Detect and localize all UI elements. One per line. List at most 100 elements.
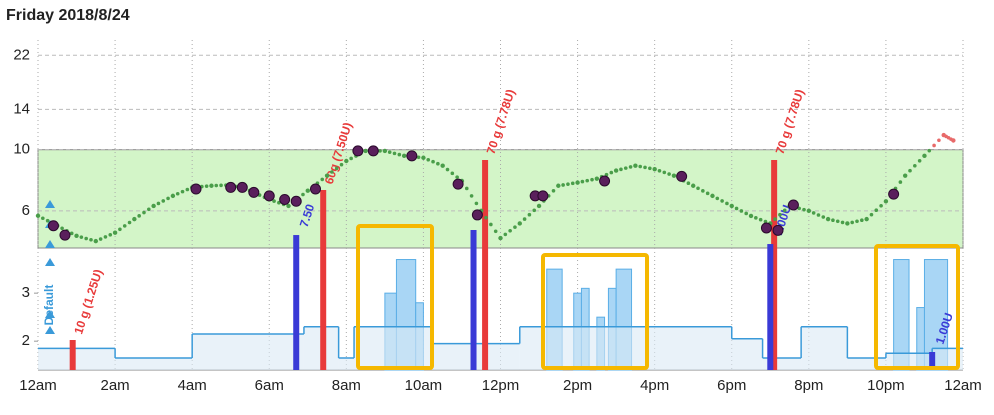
cgm-point	[902, 173, 908, 178]
fingerstick-point	[225, 181, 237, 193]
fingerstick-point	[352, 145, 364, 157]
cgm-trace	[464, 186, 469, 191]
cgm-trace	[701, 189, 705, 193]
bolus-bar	[293, 235, 300, 370]
cgm-point	[845, 221, 850, 226]
carb-bar	[320, 190, 327, 370]
carb-bar	[771, 160, 778, 370]
cgm-point	[613, 168, 619, 173]
cgm-point	[498, 235, 503, 241]
cgm-point	[671, 173, 677, 178]
cgm-point	[652, 166, 657, 172]
fingerstick-point	[59, 229, 71, 241]
carb-bar	[69, 340, 76, 370]
cgm-point	[35, 213, 41, 218]
cgm-point	[382, 148, 388, 154]
basal-area	[192, 333, 304, 370]
carb-label: 10 g (1.25U)	[71, 268, 105, 336]
cgm-point	[633, 163, 638, 168]
cgm-trace	[426, 157, 431, 162]
x-tick-label: 10am	[405, 377, 443, 394]
cgm-trace	[272, 199, 276, 203]
cgm-trace	[927, 148, 932, 153]
cgm-trace	[378, 149, 382, 153]
x-tick-label: 4pm	[640, 377, 669, 394]
basal-area	[519, 326, 732, 370]
cgm-trace	[127, 220, 132, 225]
cgm-trace	[932, 143, 936, 148]
cgm-trace	[455, 175, 459, 179]
fingerstick-point	[263, 190, 275, 202]
cgm-trace	[835, 219, 840, 224]
cgm-trace	[301, 192, 305, 197]
cgm-trace	[416, 155, 421, 160]
cgm-trace	[522, 217, 527, 221]
cgm-point	[132, 216, 137, 222]
profile-marker	[45, 200, 55, 208]
cgm-trace	[60, 226, 64, 231]
cgm-trace	[41, 216, 45, 221]
cgm-point	[883, 199, 889, 204]
cgm-point	[575, 180, 580, 185]
cgm-trace	[180, 189, 185, 194]
basal-area	[801, 326, 848, 370]
cgm-point	[305, 188, 310, 193]
x-tick-label: 12am	[19, 377, 57, 394]
cgm-trace	[489, 222, 493, 227]
highlight-box	[874, 244, 960, 370]
fingerstick-point	[406, 150, 418, 162]
cgm-trace	[831, 218, 835, 223]
y-tick-label: 22	[13, 46, 30, 63]
cgm-trace	[156, 201, 161, 206]
fingerstick-point	[248, 186, 260, 198]
fingerstick-point	[310, 183, 321, 195]
cgm-trace	[898, 180, 903, 184]
cgm-trace	[89, 238, 93, 242]
cgm-trace	[739, 209, 744, 213]
profile-marker	[45, 240, 55, 248]
cgm-trace	[503, 232, 508, 237]
profile-marker	[45, 326, 55, 334]
cgm-point	[401, 153, 407, 159]
cgm-trace	[334, 166, 339, 171]
x-tick-label: 10pm	[867, 377, 905, 394]
fingerstick-point	[452, 178, 464, 190]
fingerstick-point	[471, 209, 483, 221]
profile-marker	[45, 310, 55, 318]
cgm-trace	[705, 191, 710, 196]
cgm-point	[440, 163, 445, 168]
cgm-point	[806, 208, 812, 214]
cgm-trace	[734, 206, 739, 211]
bolus-label: 7.50	[297, 202, 318, 229]
highlight-box	[356, 224, 434, 370]
basal-area	[338, 357, 355, 370]
cgm-trace	[917, 159, 922, 163]
cgm-point	[324, 173, 330, 178]
carb-bar	[482, 160, 489, 370]
basal-area	[38, 348, 116, 370]
cgm-trace	[137, 214, 141, 218]
cgm-trace	[214, 183, 219, 188]
cgm-trace	[850, 220, 854, 225]
cgm-trace	[469, 194, 474, 198]
cgm-trace	[802, 207, 806, 212]
cgm-point	[170, 193, 176, 199]
cgm-trace	[508, 228, 512, 233]
cgm-point	[286, 203, 291, 209]
cgm-trace	[561, 183, 565, 187]
cgm-trace	[619, 167, 623, 172]
cgm-trace	[580, 179, 585, 184]
y-tick-label: 6	[22, 202, 30, 219]
y-tick-label: 2	[22, 332, 30, 349]
x-tick-label: 2am	[100, 377, 129, 394]
cgm-point	[864, 216, 869, 222]
cgm-point	[421, 155, 426, 160]
cgm-trace	[474, 201, 479, 206]
cgm-point	[825, 216, 831, 222]
cgm-trace	[122, 224, 127, 228]
cgm-trace	[445, 167, 450, 172]
cgm-trace	[532, 208, 537, 213]
cgm-trace	[667, 172, 671, 176]
cgm-trace	[175, 191, 180, 196]
cgm-point	[209, 183, 214, 188]
